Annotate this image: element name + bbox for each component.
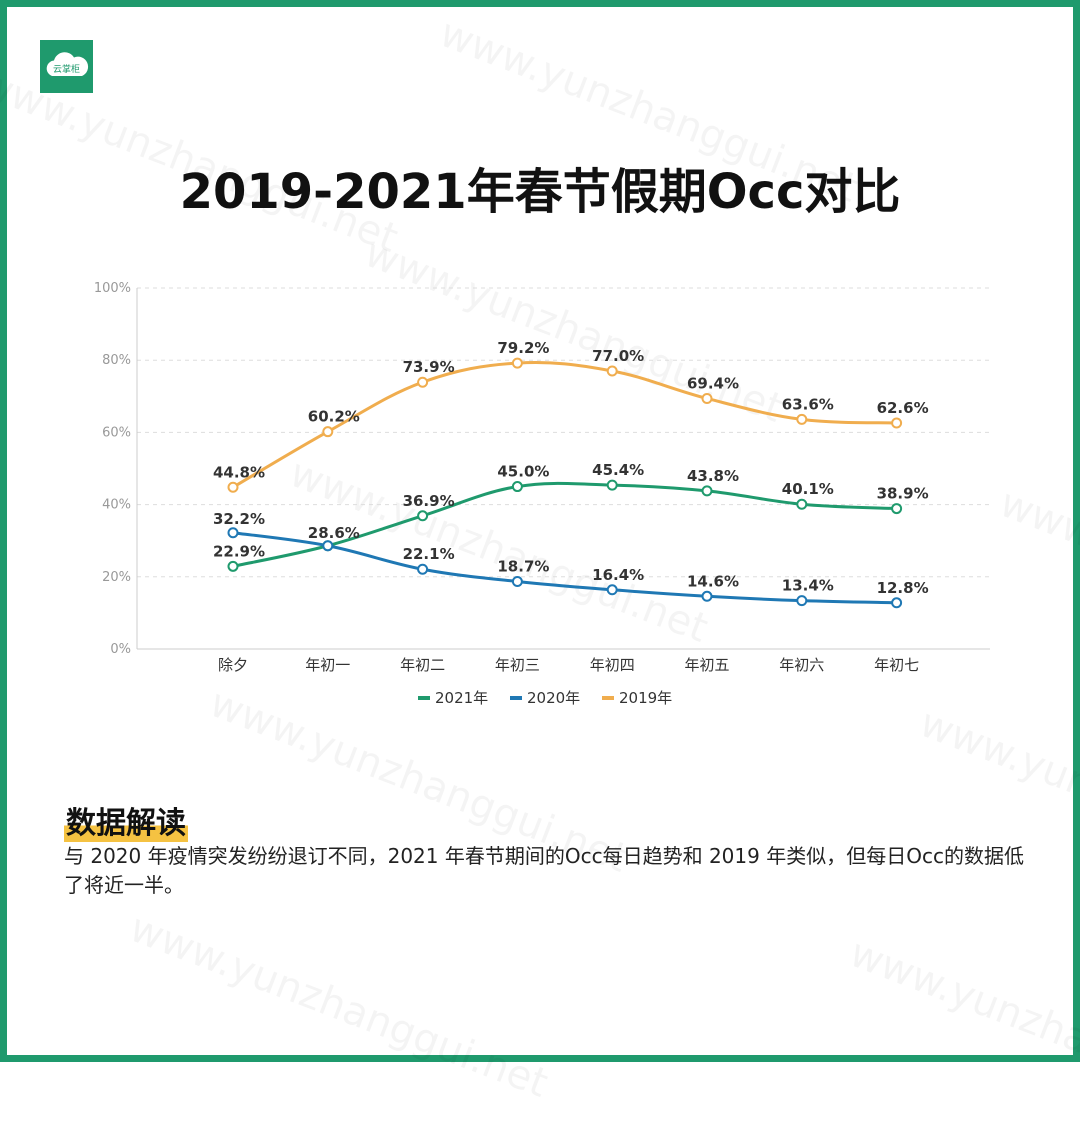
data-point — [891, 597, 903, 609]
data-label: 45.0% — [497, 463, 549, 481]
data-label: 44.8% — [213, 463, 265, 481]
legend-label: 2019年 — [619, 689, 672, 707]
data-point — [322, 426, 334, 438]
data-label: 45.4% — [592, 461, 644, 479]
x-tick-label: 年初一 — [305, 656, 350, 674]
data-point — [796, 413, 808, 425]
data-point — [417, 563, 429, 575]
x-tick-label: 年初四 — [590, 656, 635, 674]
data-point — [796, 498, 808, 510]
data-label: 13.4% — [782, 577, 834, 595]
data-point — [227, 560, 239, 572]
x-tick-label: 年初六 — [779, 656, 824, 674]
data-point — [891, 503, 903, 515]
data-label: 62.6% — [877, 399, 929, 417]
data-point — [701, 392, 713, 404]
y-tick-label: 20% — [102, 570, 131, 585]
poster-frame — [0, 0, 1080, 1062]
data-point — [606, 584, 618, 596]
data-label: 73.9% — [403, 358, 455, 376]
logo-text: 云掌柜 — [52, 65, 80, 75]
data-label: 79.2% — [497, 339, 549, 357]
legend-swatch — [418, 696, 430, 700]
data-label: 69.4% — [687, 374, 739, 392]
data-label: 60.2% — [308, 408, 360, 426]
analysis-heading: 数据解读 — [64, 798, 188, 842]
brand-logo: 云掌柜 — [40, 40, 93, 93]
data-point — [701, 590, 713, 602]
data-point — [701, 485, 713, 497]
data-label: 22.9% — [213, 542, 265, 560]
data-point — [417, 510, 429, 522]
data-label: 28.6% — [308, 524, 360, 542]
data-point — [511, 575, 523, 587]
legend-label: 2021年 — [435, 689, 488, 707]
y-tick-label: 80% — [102, 353, 131, 368]
data-label: 22.1% — [403, 545, 455, 563]
legend-swatch — [510, 696, 522, 700]
data-label: 63.6% — [782, 395, 834, 413]
data-label: 32.2% — [213, 510, 265, 528]
data-label: 43.8% — [687, 467, 739, 485]
y-tick-label: 100% — [94, 281, 131, 296]
legend-label: 2020年 — [527, 689, 580, 707]
x-tick-label: 年初五 — [684, 656, 729, 674]
data-label: 18.7% — [497, 557, 549, 575]
series-line-2020年 — [232, 531, 897, 605]
line-chart: 0% 20% 40% 60% 80% 100% 除夕 年初一 年初二 年初三 年初四 年初五 年初六 年初… — [94, 281, 990, 707]
data-point — [511, 357, 523, 369]
data-point — [606, 479, 618, 491]
y-tick-label: 0% — [110, 642, 131, 657]
data-point — [227, 527, 239, 539]
legend-swatch — [602, 696, 614, 700]
analysis-text: 与 2020 年疫情突发纷纷退订不同，2021 年春节期间的Occ每日趋势和 2… — [64, 844, 1024, 897]
data-point — [891, 417, 903, 429]
x-tick-label: 除夕 — [218, 656, 248, 674]
data-point — [606, 365, 618, 377]
data-point — [322, 540, 334, 552]
data-label: 36.9% — [403, 492, 455, 510]
data-point — [511, 481, 523, 493]
x-tick-label: 年初二 — [400, 656, 445, 674]
data-label: 16.4% — [592, 566, 644, 584]
y-tick-label: 40% — [102, 498, 131, 513]
data-label: 14.6% — [687, 572, 739, 590]
data-label: 38.9% — [877, 485, 929, 503]
x-tick-label: 年初七 — [874, 656, 919, 674]
data-point — [796, 595, 808, 607]
data-label: 12.8% — [877, 579, 929, 597]
y-tick-label: 60% — [102, 425, 131, 440]
data-point — [227, 481, 239, 493]
data-point — [417, 376, 429, 388]
x-tick-label: 年初三 — [495, 656, 540, 674]
cloud-icon — [46, 52, 89, 76]
data-label: 40.1% — [782, 480, 834, 498]
data-label: 77.0% — [592, 347, 644, 365]
series-line-2021年 — [232, 481, 897, 568]
chart-title: 2019-2021年春节假期Occ对比 — [179, 164, 901, 220]
